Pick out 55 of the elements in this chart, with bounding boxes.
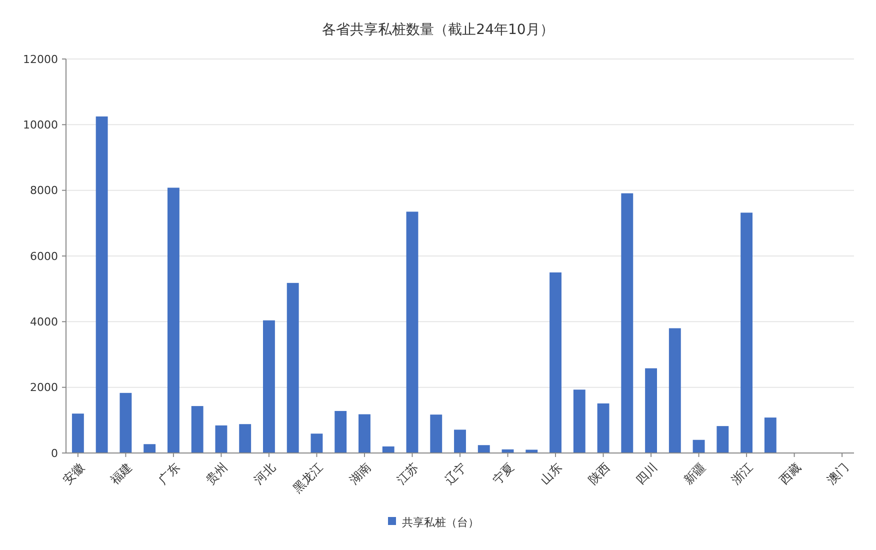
bar: [263, 320, 275, 453]
bar: [215, 425, 228, 453]
bar: [406, 212, 418, 453]
y-tick-label: 6000: [30, 250, 58, 263]
bar: [573, 390, 586, 453]
bar: [358, 414, 370, 453]
bar: [167, 188, 180, 453]
bar: [668, 328, 681, 453]
bar: [716, 426, 729, 453]
bar: [382, 446, 394, 453]
x-tick-label: 福建: [108, 460, 135, 488]
bar: [764, 418, 776, 453]
y-tick-label: 8000: [30, 184, 58, 198]
bar: [144, 444, 156, 453]
bar: [645, 368, 657, 453]
y-tick-label: 0: [51, 446, 58, 460]
bar: [72, 414, 84, 453]
bar: [550, 272, 562, 453]
x-tick-label: 四川: [633, 460, 660, 488]
x-tick-label: 宁夏: [490, 460, 517, 488]
x-tick-label: 新疆: [681, 460, 708, 488]
x-tick-label: 黑龙江: [290, 460, 326, 496]
x-tick-label: 浙江: [728, 460, 756, 488]
y-tick-label: 4000: [30, 316, 58, 329]
x-tick-label: 辽宁: [442, 460, 470, 488]
bar: [597, 403, 610, 453]
bar: [478, 445, 490, 453]
y-tick-label: 12000: [23, 52, 58, 66]
x-tick-label: 湖南: [346, 460, 374, 488]
chart-title: 各省共享私桩数量（截止24年10月）: [322, 22, 554, 38]
x-tick-label: 陕西: [585, 460, 612, 488]
x-tick-label: 河北: [251, 460, 278, 488]
bar: [120, 392, 132, 453]
x-tick-label: 澳门: [824, 460, 852, 488]
x-tick-label: 贵州: [203, 460, 230, 488]
x-tick-label: 安徽: [60, 460, 88, 488]
x-tick-label: 山东: [538, 460, 565, 488]
y-tick-label: 2000: [30, 381, 58, 394]
bar: [526, 450, 538, 453]
bar: [96, 116, 108, 453]
bar: [310, 434, 323, 453]
x-tick-label: 江苏: [394, 460, 422, 488]
bar: [740, 212, 753, 453]
bar: [286, 282, 299, 453]
bar: [621, 193, 634, 453]
bar: [430, 414, 442, 453]
legend-label: 共享私桩（台）: [402, 516, 479, 529]
bar: [454, 430, 466, 453]
x-tick-label: 广东: [156, 460, 183, 488]
bar: [239, 424, 252, 453]
y-tick-label: 10000: [23, 118, 58, 132]
bar: [191, 406, 204, 453]
x-tick-label: 西藏: [776, 460, 804, 488]
bar: [334, 410, 347, 453]
bar: [692, 440, 705, 453]
